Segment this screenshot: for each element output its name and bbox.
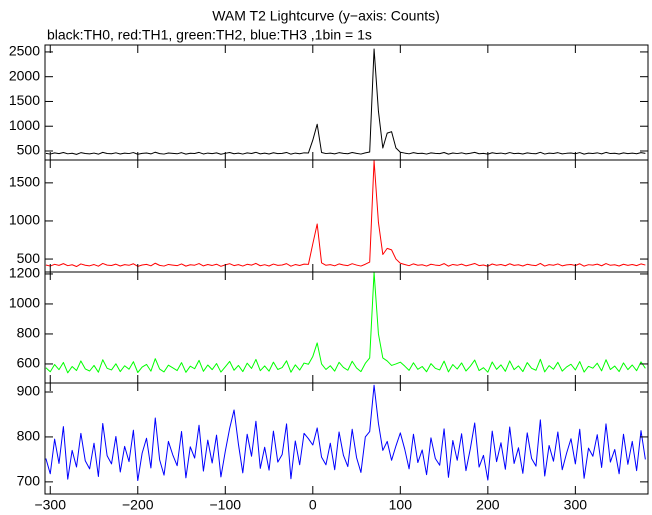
y-tick-label: 800: [17, 428, 41, 444]
y-tick-label: 1500: [9, 92, 40, 108]
light-curve: [45, 48, 646, 155]
y-tick-label: 500: [17, 250, 41, 266]
y-tick-label: 2000: [9, 67, 40, 83]
chart-subtitle: black:TH0, red:TH1, green:TH2, blue:TH3 …: [47, 27, 372, 43]
y-tick-label: 800: [17, 325, 41, 341]
x-tick-label: −200: [122, 497, 154, 513]
y-tick-label: 1000: [9, 295, 40, 311]
panel-frame: [44, 44, 649, 161]
light-curve: [45, 160, 646, 268]
panel-frame: [44, 382, 649, 495]
panel-frame: [44, 159, 649, 273]
x-tick-label: −100: [210, 497, 242, 513]
x-tick-label: 0: [309, 497, 317, 513]
y-tick-label: 500: [17, 142, 41, 158]
chart-title: WAM T2 Lightcurve (y−axis: Counts): [212, 8, 440, 24]
y-tick-label: 1000: [9, 117, 40, 133]
y-tick-label: 1000: [9, 212, 40, 228]
light-curve: [45, 384, 646, 482]
y-tick-label: 1500: [9, 174, 40, 190]
y-tick-label: 900: [17, 383, 41, 399]
x-tick-label: 200: [476, 497, 500, 513]
x-tick-label: −300: [34, 497, 66, 513]
y-tick-label: 700: [17, 473, 41, 489]
y-tick-label: 600: [17, 355, 41, 371]
x-tick-label: 300: [564, 497, 588, 513]
x-tick-label: 100: [389, 497, 413, 513]
y-tick-label: 1200: [9, 265, 40, 281]
light-curve: [45, 271, 646, 374]
y-tick-label: 2500: [9, 43, 40, 59]
